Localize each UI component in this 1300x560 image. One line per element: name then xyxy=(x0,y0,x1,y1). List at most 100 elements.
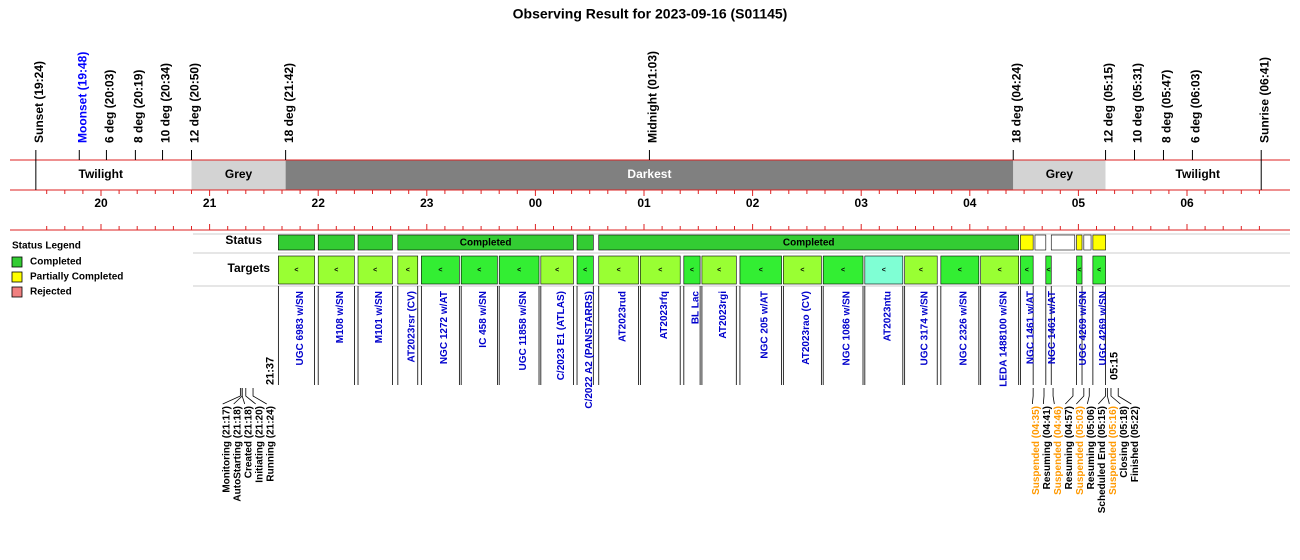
status-segment xyxy=(1083,234,1092,251)
target-symbol: < xyxy=(1046,267,1050,274)
target-block xyxy=(701,255,737,285)
event-leader xyxy=(241,388,246,405)
legend-label: Partially Completed xyxy=(30,272,123,283)
target-name: AT2023rud xyxy=(617,291,628,342)
target-symbol: < xyxy=(517,267,521,274)
legend-swatch xyxy=(11,286,23,298)
status-segment xyxy=(1034,234,1047,251)
night-band xyxy=(285,160,1014,190)
legend-title: Status Legend xyxy=(12,241,81,252)
target-symbol: < xyxy=(477,267,481,274)
target-name: LEDA 1488100 w/SN xyxy=(998,291,1009,387)
target-block xyxy=(980,255,1019,285)
target-symbol: < xyxy=(717,267,721,274)
event-leader xyxy=(1117,388,1132,405)
marker-label: Sunset (19:24) xyxy=(32,61,46,143)
marker-label: 8 deg (20:19) xyxy=(132,70,146,143)
row-label: Targets xyxy=(228,261,271,275)
event-leader xyxy=(1086,388,1090,405)
event-label: Monitoring (21:17) xyxy=(221,406,232,493)
target-block xyxy=(598,255,639,285)
target-name: M108 w/SN xyxy=(335,291,346,343)
target-block xyxy=(498,255,540,285)
event-label: Created (21:18) xyxy=(243,406,254,478)
target-symbol: < xyxy=(373,267,377,274)
event-leader xyxy=(1031,388,1034,405)
event-label: Resuming (05:06) xyxy=(1086,406,1097,489)
event-label: Finished (05:22) xyxy=(1130,406,1141,482)
marker-label: 10 deg (05:31) xyxy=(1131,63,1145,143)
event-leader xyxy=(1106,388,1110,405)
target-block xyxy=(822,255,864,285)
target-block xyxy=(540,255,574,285)
marker-label: Sunrise (06:41) xyxy=(1257,57,1271,143)
target-block xyxy=(357,255,393,285)
target-name: NGC 205 w/AT xyxy=(759,291,770,359)
event-label: Scheduled End (05:15) xyxy=(1097,406,1108,513)
hour-label: 00 xyxy=(529,196,543,210)
status-label: Completed xyxy=(460,238,512,249)
status-label: Completed xyxy=(783,238,835,249)
band-label: Twilight xyxy=(1176,167,1220,181)
target-block xyxy=(739,255,782,285)
night-band xyxy=(1013,160,1106,190)
hour-label: 20 xyxy=(94,196,108,210)
target-name: UGC 11858 w/SN xyxy=(518,291,529,370)
marker-label: 6 deg (06:03) xyxy=(1189,70,1203,143)
target-name: AT2023rsr (CV) xyxy=(406,291,417,363)
chart-title: Observing Result for 2023-09-16 (S01145) xyxy=(513,6,788,22)
band-label: Darkest xyxy=(627,167,671,181)
target-name: C/2023 E1 (ATLAS) xyxy=(556,291,567,380)
status-segment xyxy=(576,234,594,251)
target-name: AT2023ntu xyxy=(882,291,893,341)
target-symbol: < xyxy=(1097,267,1101,274)
event-leader xyxy=(222,388,241,405)
target-symbol: < xyxy=(998,267,1002,274)
target-symbol: < xyxy=(617,267,621,274)
target-symbol: < xyxy=(583,267,587,274)
band-label: Twilight xyxy=(79,167,123,181)
target-block xyxy=(783,255,822,285)
status-segment xyxy=(598,234,1019,251)
event-label: Suspended (04:46) xyxy=(1053,406,1064,495)
target-name: NGC 2326 w/SN xyxy=(958,291,969,365)
status-segment xyxy=(397,234,574,251)
target-name: AT2023rgi xyxy=(718,291,729,339)
target-name: UGC 4269 w/SN xyxy=(1098,291,1109,365)
hour-label: 01 xyxy=(637,196,651,210)
status-segment xyxy=(278,234,315,251)
target-name: UGC 6983 w/SN xyxy=(295,291,306,365)
target-symbol: < xyxy=(294,267,298,274)
hour-label: 05 xyxy=(1072,196,1086,210)
band-label: Grey xyxy=(1046,167,1074,181)
target-block xyxy=(904,255,938,285)
marker-label: 18 deg (21:42) xyxy=(282,63,296,143)
target-name: NGC 1272 w/AT xyxy=(439,291,450,364)
status-segment xyxy=(1092,234,1106,251)
legend-label: Completed xyxy=(30,257,82,268)
target-symbol: < xyxy=(334,267,338,274)
start-time: 21:37 xyxy=(264,357,276,385)
target-symbol: < xyxy=(438,267,442,274)
event-label: Running (21:24) xyxy=(265,406,276,482)
event-leader xyxy=(233,388,243,405)
target-name: M101 w/SN xyxy=(374,291,385,343)
marker-label: 8 deg (05:47) xyxy=(1160,70,1174,143)
target-block xyxy=(1045,255,1052,285)
end-time: 05:15 xyxy=(1108,352,1120,380)
target-name: NGC 1461 w/AT xyxy=(1025,291,1036,364)
event-label: Suspended (04:35) xyxy=(1031,406,1042,495)
target-block xyxy=(640,255,681,285)
night-band xyxy=(191,160,286,190)
event-label: Suspended (05:03) xyxy=(1075,406,1086,495)
target-block xyxy=(460,255,498,285)
target-symbol: < xyxy=(1077,267,1081,274)
target-block xyxy=(1092,255,1106,285)
marker-label: 12 deg (05:15) xyxy=(1102,63,1116,143)
target-symbol: < xyxy=(800,267,804,274)
event-label: Resuming (04:41) xyxy=(1042,406,1053,489)
event-label: AutoStarting (21:18) xyxy=(232,406,243,502)
target-symbol: < xyxy=(406,267,410,274)
target-symbol: < xyxy=(690,267,694,274)
night-band xyxy=(1105,160,1290,190)
